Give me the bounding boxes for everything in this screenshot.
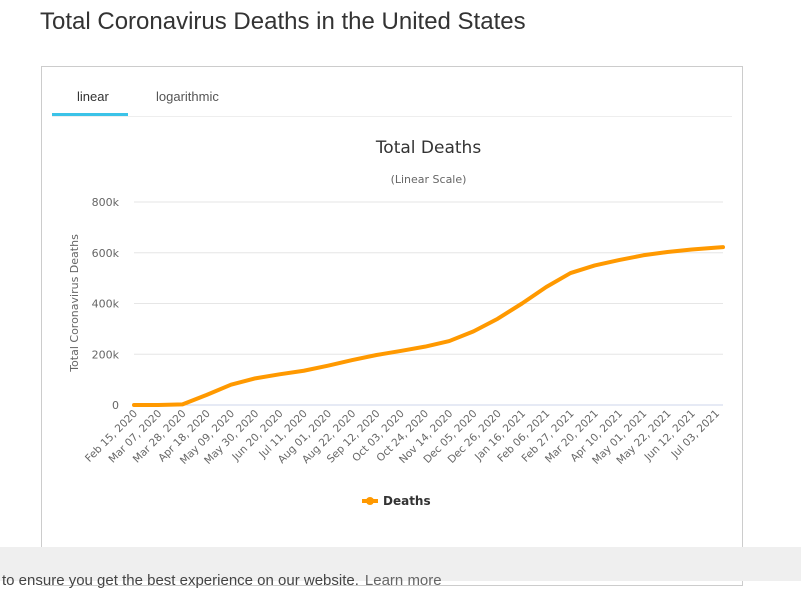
chart-card: linear logarithmic Total Deaths (Linear S…	[41, 66, 743, 586]
cookie-banner: to ensure you get the best experience on…	[0, 547, 801, 589]
tab-linear[interactable]: linear	[77, 89, 109, 104]
legend-marker	[366, 497, 374, 505]
y-axis-label: Total Coronavirus Deaths	[68, 234, 81, 373]
legend-label-deaths: Deaths	[383, 494, 431, 508]
y-tick-label: 400k	[92, 298, 120, 311]
y-tick-label: 600k	[92, 247, 120, 260]
y-tick-label: 800k	[92, 196, 120, 209]
y-tick-label: 200k	[92, 348, 120, 361]
tab-logarithmic[interactable]: logarithmic	[156, 89, 219, 104]
chart-subtitle: (Linear Scale)	[391, 173, 467, 186]
y-tick-label: 0	[112, 399, 119, 412]
scale-tabs: linear logarithmic	[52, 67, 732, 117]
chart: Total Deaths (Linear Scale) Total Coronavi…	[68, 138, 725, 508]
active-tab-indicator	[52, 113, 128, 116]
chart-title: Total Deaths	[375, 138, 482, 158]
page-title: Total Coronavirus Deaths in the United S…	[40, 8, 526, 35]
series-line-deaths	[132, 245, 725, 407]
